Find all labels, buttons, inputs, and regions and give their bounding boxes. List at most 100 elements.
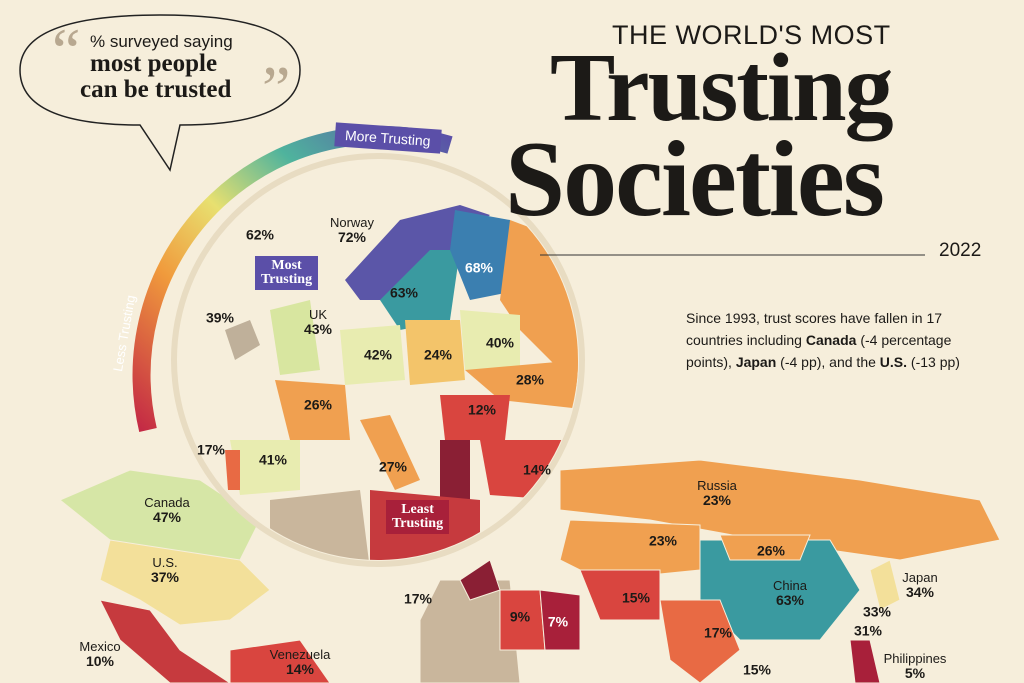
country-label: 9% <box>509 608 531 625</box>
country-label: Venezuela 14% <box>270 647 331 677</box>
kicker: THE WORLD'S MOST <box>612 20 891 50</box>
bubble-text: % surveyed saying <box>90 32 233 51</box>
country-value: 34% <box>905 584 935 600</box>
country-value: 14% <box>522 461 552 478</box>
country-name: Canada <box>144 495 190 510</box>
country-value: 27% <box>378 458 408 475</box>
country-value: 17% <box>703 624 733 641</box>
country-label: 17% <box>403 590 433 607</box>
country-label: 26% <box>756 542 786 559</box>
europe-map <box>178 160 578 560</box>
note-bold: U.S. <box>879 354 908 370</box>
note-text: (-4 percentage points), <box>686 332 952 370</box>
badge-text: Least <box>401 502 434 517</box>
country-value: 10% <box>85 653 115 669</box>
country-value: 26% <box>303 396 333 413</box>
country-label: 41% <box>258 451 288 468</box>
country-name: Philippines <box>883 651 947 666</box>
speech-bubble <box>19 14 301 172</box>
country-label: 27% <box>378 458 408 475</box>
badge-text: Most <box>271 258 302 273</box>
country-label: 7% <box>547 613 569 630</box>
country-value: 63% <box>775 592 805 608</box>
badge: Least Trusting <box>386 500 450 534</box>
country-value: 42% <box>363 346 393 363</box>
country-value: 23% <box>702 492 732 508</box>
country-value: 31% <box>853 622 883 639</box>
country-name: Norway <box>329 215 375 230</box>
bubble-text: most people <box>90 50 218 77</box>
badge-text: Trusting <box>392 516 444 531</box>
country-value: 17% <box>403 590 433 607</box>
country-value: 12% <box>467 401 497 418</box>
country-name: UK <box>308 307 328 322</box>
badge: Most Trusting <box>255 256 319 290</box>
country-label: 63% <box>390 285 418 301</box>
title: Trusting <box>550 34 894 142</box>
country-value: 72% <box>337 229 367 245</box>
world-map <box>59 459 1001 683</box>
note-text: (-4 pp), and the <box>780 354 876 370</box>
country-value: 47% <box>152 509 182 525</box>
country-label: 24% <box>423 346 453 363</box>
country-value: 14% <box>285 661 315 677</box>
country-value: 5% <box>904 665 926 681</box>
country-value: 41% <box>258 451 288 468</box>
title: Societies <box>505 120 885 239</box>
country-label: 39% <box>205 309 235 326</box>
country-label: 12% <box>467 401 497 418</box>
year: 2022 <box>935 240 986 262</box>
note: Since 1993, trust scores have fallen in … <box>686 307 986 373</box>
quote-mark: “ <box>52 15 80 86</box>
country-name: Japan <box>902 570 938 585</box>
country-label: 15% <box>621 589 651 606</box>
country-label: 17% <box>196 441 226 458</box>
country-label: Norway 72% <box>330 215 374 245</box>
note-text: Since 1993, trust scores have fallen in … <box>686 310 943 348</box>
country-label: 23% <box>648 532 678 549</box>
country-value: 15% <box>742 661 772 678</box>
country-value: 39% <box>205 309 235 326</box>
country-name: Venezuela <box>269 647 331 662</box>
country-name: China <box>773 578 807 593</box>
country-label: Mexico 10% <box>79 639 120 669</box>
country-label: 33% <box>862 603 892 620</box>
country-label: 17% <box>703 624 733 641</box>
country-label: 62% <box>245 226 275 243</box>
country-value: 43% <box>303 321 333 337</box>
country-name: Russia <box>697 478 737 493</box>
country-label: UK 43% <box>304 307 332 337</box>
country-value: 40% <box>485 334 515 351</box>
country-value: 28% <box>515 371 545 388</box>
country-label: 14% <box>522 461 552 478</box>
bubble-text: can be trusted <box>80 76 232 103</box>
country-name: U.S. <box>152 555 178 570</box>
country-value: 37% <box>150 569 180 585</box>
country-label: China 63% <box>773 578 807 608</box>
note-bold: Canada <box>805 332 857 348</box>
country-label: 26% <box>303 396 333 413</box>
quote-mark: ” <box>262 53 290 124</box>
country-name: Mexico <box>79 639 121 654</box>
country-label: 40% <box>485 334 515 351</box>
country-value: 7% <box>547 613 569 630</box>
country-value: 33% <box>862 603 892 620</box>
country-value: 15% <box>621 589 651 606</box>
country-label: U.S. 37% <box>151 555 179 585</box>
country-value: 24% <box>423 346 453 363</box>
country-label: 15% <box>742 661 772 678</box>
note-text: (-13 pp) <box>910 354 960 370</box>
country-value: 17% <box>196 441 226 458</box>
country-value: 26% <box>756 542 786 559</box>
country-value: 23% <box>648 532 678 549</box>
country-value: 62% <box>245 226 275 243</box>
country-label: 28% <box>515 371 545 388</box>
country-label: Philippines 5% <box>884 651 947 681</box>
badge-text: Trusting <box>261 272 313 287</box>
country-label: Japan 34% <box>902 570 937 600</box>
country-value: 9% <box>509 608 531 625</box>
country-label: 68% <box>465 260 493 276</box>
note-bold: Japan <box>735 354 777 370</box>
